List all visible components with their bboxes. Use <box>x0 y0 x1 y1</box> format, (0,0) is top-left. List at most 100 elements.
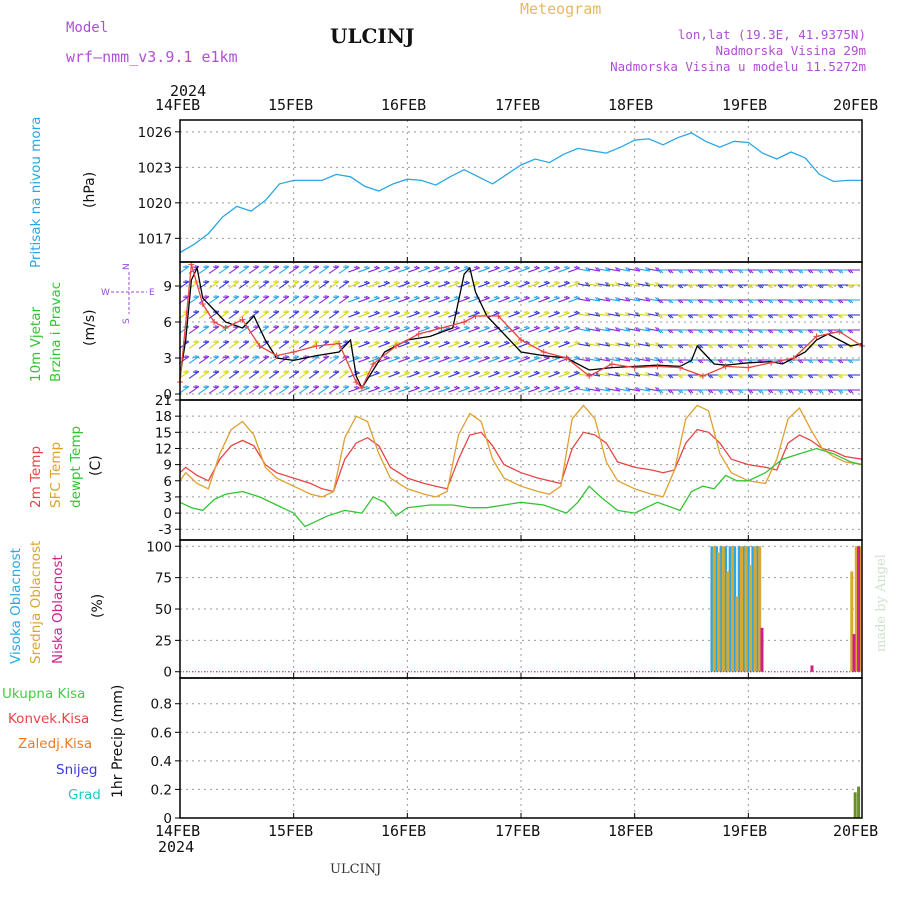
bar-visoka-oblacnost <box>755 546 759 672</box>
x-tick-top: 19FEB <box>722 96 768 114</box>
x-tick-top: 18FEB <box>608 96 654 114</box>
wind-barb <box>358 295 370 303</box>
wind-barb <box>468 355 480 363</box>
wind-barb <box>288 310 300 319</box>
wind-barb <box>518 370 530 378</box>
wind-barb <box>538 340 550 348</box>
wind-barb <box>328 325 340 334</box>
wind-barb <box>198 340 210 349</box>
wind-barb <box>268 295 280 304</box>
wind-barb <box>268 370 280 379</box>
y-tick-label: -3 <box>159 522 172 538</box>
wind-barb <box>398 280 410 288</box>
bar-srednja-oblacnost <box>740 546 744 672</box>
wind-barb <box>538 370 550 378</box>
wind-barb <box>538 265 550 273</box>
wind-barb <box>498 280 510 288</box>
wind-barb <box>278 385 290 394</box>
wind-barb <box>508 385 520 393</box>
wind-barb <box>258 385 270 394</box>
wind-barb <box>198 385 210 394</box>
wind-barb <box>218 310 230 319</box>
wind-barb <box>558 385 570 393</box>
wind-barb <box>218 340 230 349</box>
wind-barb <box>498 340 510 348</box>
panel-frame <box>179 399 863 541</box>
wind-barb <box>418 265 430 273</box>
wind-barb <box>258 370 270 379</box>
wind-barb <box>358 325 370 333</box>
y-tick-label: 1020 <box>138 196 172 212</box>
wind-barb <box>388 370 400 378</box>
wind-barb <box>278 370 290 379</box>
bar-srednja-oblacnost <box>726 571 730 672</box>
x-tick-bottom: 17FEB <box>495 822 541 840</box>
wind-barb <box>348 325 360 333</box>
wind-barb <box>468 340 480 348</box>
series-line-gust <box>179 264 863 390</box>
wind-barb <box>568 265 580 273</box>
wind-barb <box>498 385 510 393</box>
wind-barb <box>328 310 340 319</box>
wind-barb <box>188 325 200 334</box>
wind-barb <box>498 295 510 303</box>
wind-barb <box>228 280 240 289</box>
wind-barb <box>208 325 220 334</box>
wind-barb <box>518 265 530 273</box>
wind-barb <box>428 340 440 348</box>
bar-srednja-oblacnost <box>717 552 721 672</box>
bar-srednja-oblacnost <box>850 571 854 672</box>
wind-barb <box>488 385 500 393</box>
wind-barb <box>278 340 290 349</box>
wind-barb <box>248 370 260 379</box>
wind-barb <box>378 295 390 303</box>
wind-barb <box>568 325 580 333</box>
wind-barb <box>448 370 460 378</box>
wind-barb <box>218 280 230 289</box>
wind-barb <box>418 385 430 393</box>
x-tick-bottom: 16FEB <box>381 822 427 840</box>
wind-barb <box>288 370 300 379</box>
wind-barb <box>398 355 410 363</box>
wind-barb <box>278 295 290 304</box>
x-tick-top: 17FEB <box>495 96 541 114</box>
wind-barb <box>847 329 860 334</box>
wind-barb <box>558 325 570 333</box>
wind-barb <box>218 370 230 379</box>
wind-barb <box>228 340 240 349</box>
wind-barb <box>368 310 380 318</box>
wind-barb <box>847 269 860 274</box>
wind-barb <box>528 355 540 363</box>
wind-barb <box>348 310 360 318</box>
wind-barb <box>308 295 320 304</box>
wind-barb <box>268 385 280 394</box>
y-tick-label: 0.6 <box>151 725 172 741</box>
wind-barb <box>418 325 430 333</box>
wind-barb <box>408 325 420 333</box>
wind-barb <box>458 295 470 303</box>
wind-barb <box>278 355 290 364</box>
x-tick-bottom: 20FEB <box>833 822 879 840</box>
wind-barb <box>338 325 350 334</box>
wind-barb <box>458 265 470 273</box>
wind-barb <box>408 265 420 273</box>
wind-barb <box>408 340 420 348</box>
bar-niska-oblacnost <box>760 627 764 672</box>
wind-barb <box>368 265 380 273</box>
wind-barb <box>308 325 320 334</box>
wind-barb <box>178 280 190 289</box>
wind-barb <box>228 295 240 304</box>
wind-barb <box>258 355 270 364</box>
wind-barb <box>278 310 290 319</box>
wind-barb <box>328 340 340 349</box>
wind-barb <box>428 370 440 378</box>
wind-barb <box>208 340 220 349</box>
wind-barb <box>398 325 410 333</box>
bar-niska-oblacnost <box>810 665 814 672</box>
wind-barb <box>248 340 260 349</box>
wind-barb <box>268 325 280 334</box>
wind-barb <box>428 265 440 273</box>
wind-barb <box>308 385 320 394</box>
wind-barb <box>338 370 350 379</box>
bar-visoka-oblacnost <box>737 546 741 672</box>
